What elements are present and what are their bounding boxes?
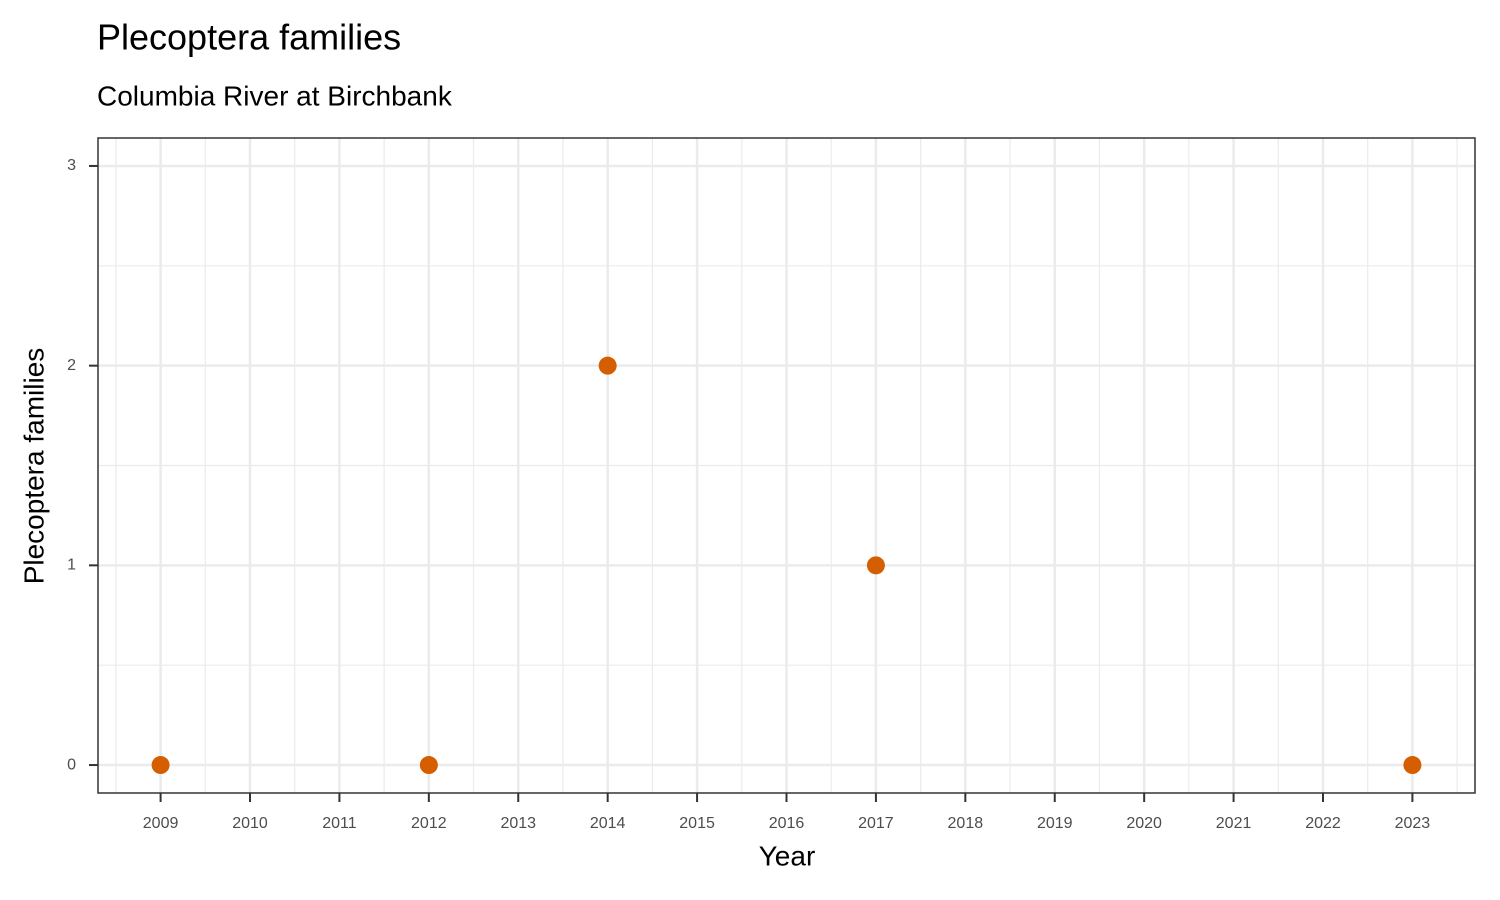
x-tick-label: 2012 xyxy=(411,815,447,832)
y-tick-label: 0 xyxy=(67,756,76,773)
x-tick-label: 2019 xyxy=(1037,815,1073,832)
x-tick-label: 2016 xyxy=(769,815,805,832)
x-tick-label: 2022 xyxy=(1305,815,1341,832)
x-tick-label: 2010 xyxy=(232,815,268,832)
y-tick-label: 1 xyxy=(67,557,76,574)
x-tick-label: 2014 xyxy=(590,815,626,832)
x-axis-title: Year xyxy=(759,840,816,871)
x-tick-label: 2020 xyxy=(1126,815,1162,832)
x-tick-label: 2021 xyxy=(1216,815,1252,832)
point xyxy=(1403,756,1422,775)
grid xyxy=(98,138,1475,793)
point xyxy=(598,356,617,375)
point xyxy=(866,556,885,575)
y-axis-title: Plecoptera families xyxy=(18,348,49,585)
x-tick-label: 2013 xyxy=(500,815,536,832)
point xyxy=(151,756,170,775)
chart-title: Plecoptera families xyxy=(97,17,401,58)
x-tick-label: 2018 xyxy=(948,815,984,832)
y-tick-label: 2 xyxy=(67,357,76,374)
x-tick-label: 2009 xyxy=(143,815,179,832)
point xyxy=(419,756,438,775)
chart-subtitle: Columbia River at Birchbank xyxy=(97,80,453,111)
x-tick-label: 2023 xyxy=(1395,815,1431,832)
x-tick-label: 2011 xyxy=(322,815,357,832)
plot-marks xyxy=(151,356,1422,775)
x-tick-label: 2017 xyxy=(858,815,894,832)
y-tick-label: 3 xyxy=(67,157,76,174)
x-tick-label: 2015 xyxy=(679,815,715,832)
